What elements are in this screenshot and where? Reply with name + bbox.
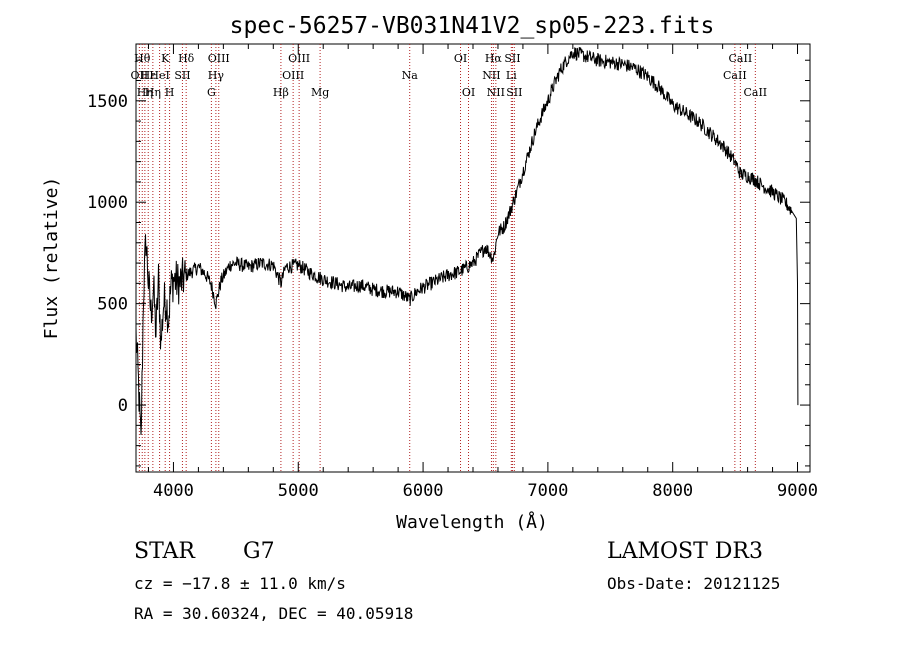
emission-line-label: Hη <box>145 86 161 99</box>
emission-line-label: OIII <box>282 69 304 82</box>
emission-line-label: SII <box>504 52 520 65</box>
y-tick-label: 1000 <box>87 193 128 213</box>
emission-line-markers <box>138 44 756 472</box>
emission-line-label: NII <box>482 69 500 82</box>
emission-line-label: Li <box>506 69 517 82</box>
emission-line-label: OIII <box>288 52 310 65</box>
y-tick-label: 1500 <box>87 92 128 112</box>
emission-line-labels: OII Hθ Hη Hε Hη HeI K H SII Hδ G Hγ OIII Hβ OIII OIII Mg… <box>131 52 768 99</box>
emission-line-label: Hβ <box>273 86 289 99</box>
emission-line-label: CaII <box>723 69 747 82</box>
y-tick-label: 0 <box>118 396 128 416</box>
survey-name: LAMOST DR3 <box>607 539 763 564</box>
x-tick-label: 9000 <box>777 481 818 501</box>
x-axis-ticks: 4000 5000 6000 7000 8000 9000 <box>147 44 818 501</box>
x-tick-label: 5000 <box>278 481 319 501</box>
emission-line-label: SII <box>174 69 190 82</box>
emission-line-label: CaII <box>743 86 767 99</box>
coordinates: RA = 30.60324, DEC = 40.05918 <box>134 604 414 623</box>
emission-line-label: CaII <box>729 52 753 65</box>
emission-line-label: SII <box>506 86 522 99</box>
emission-line-label: OII <box>131 69 149 82</box>
x-tick-label: 6000 <box>403 481 444 501</box>
emission-line-label: Mg <box>311 86 329 99</box>
x-tick-label: 7000 <box>527 481 568 501</box>
x-tick-label: 4000 <box>153 481 194 501</box>
y-axis-label: Flux (relative) <box>41 177 62 340</box>
emission-line-label: G <box>207 86 216 99</box>
emission-line-label: NII <box>487 86 505 99</box>
emission-line-label: OI <box>462 86 475 99</box>
chart-title: spec-56257-VB031N41V2_sp05-223.fits <box>230 13 715 39</box>
x-tick-label: 8000 <box>652 481 693 501</box>
redshift-info: cz = −17.8 ± 11.0 km/s <box>134 574 346 593</box>
x-axis-label: Wavelength (Å) <box>396 511 548 533</box>
emission-line-label: OI <box>454 52 467 65</box>
emission-line-label: H <box>165 86 175 99</box>
emission-line-label: Hγ <box>208 69 225 82</box>
object-class: STAR <box>134 539 195 564</box>
emission-line-label: Na <box>402 69 419 82</box>
spectrum-line <box>135 47 799 435</box>
object-subclass: G7 <box>243 539 275 564</box>
observation-date: Obs-Date: 20121125 <box>607 574 781 593</box>
y-tick-label: 500 <box>97 295 128 315</box>
emission-line-label: Hη <box>137 86 153 99</box>
emission-line-label: Hδ <box>178 52 195 65</box>
emission-line-label: HeI <box>149 69 169 82</box>
emission-line-label: Hε <box>141 69 157 82</box>
emission-line-label: Hα <box>485 52 503 65</box>
emission-line-label: Hθ <box>134 52 151 65</box>
y-axis-ticks: 0 500 1000 1500 <box>87 59 810 467</box>
emission-line-label: K <box>161 52 170 65</box>
emission-line-label: OIII <box>208 52 230 65</box>
